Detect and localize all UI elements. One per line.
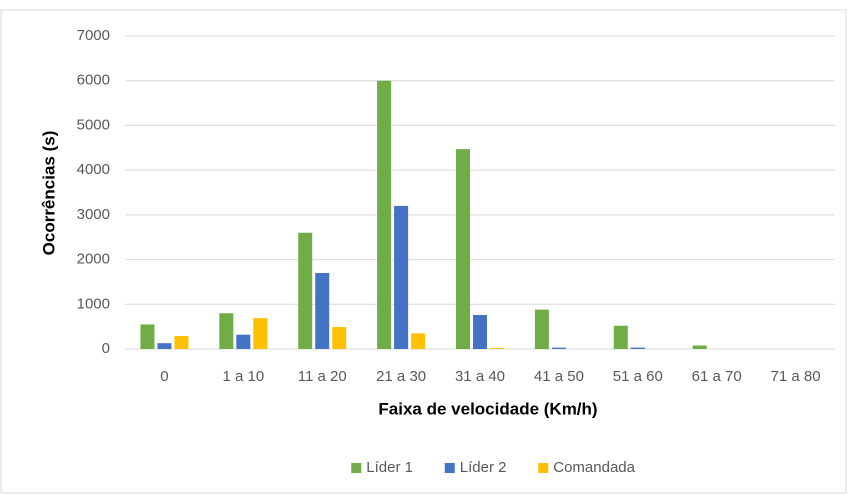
bar [630, 347, 645, 349]
bar [140, 324, 155, 349]
bar [157, 343, 172, 349]
bar [473, 315, 487, 349]
x-tick-label: 41 a 50 [534, 368, 584, 385]
legend-label: Líder 2 [460, 459, 507, 476]
x-tick-label: 71 a 80 [771, 368, 821, 385]
y-tick-label: 5000 [77, 116, 110, 133]
legend-swatch [444, 463, 455, 473]
legend-label: Comandada [553, 459, 635, 476]
y-tick-label: 4000 [77, 161, 110, 178]
x-tick-label: 61 a 70 [692, 368, 742, 385]
bar [236, 334, 251, 349]
bar [332, 327, 347, 349]
y-tick-label: 1000 [77, 295, 110, 312]
bar [298, 232, 313, 349]
bar [411, 333, 426, 349]
bar [219, 313, 234, 349]
y-tick-label: 6000 [77, 72, 110, 89]
x-tick-label: 31 a 40 [455, 368, 505, 385]
bar [692, 345, 707, 349]
y-tick-label: 3000 [77, 206, 110, 223]
y-tick-label: 0 [102, 340, 110, 357]
y-tick-label: 7000 [77, 27, 110, 44]
bar [613, 325, 628, 349]
chart-border [0, 9, 847, 494]
y-tick-label: 2000 [77, 251, 110, 268]
bar [490, 348, 504, 349]
x-tick-label: 1 a 10 [222, 368, 264, 385]
y-axis-title: Ocorrências (s) [39, 131, 58, 256]
bar [456, 149, 470, 349]
legend-swatch [538, 463, 549, 473]
bar [394, 205, 409, 349]
bar [551, 347, 566, 349]
bar [315, 272, 330, 349]
bar [253, 318, 268, 349]
x-tick-label: 11 a 20 [298, 368, 347, 385]
x-tick-label: 51 a 60 [613, 368, 663, 385]
legend-swatch [351, 463, 362, 473]
bar [174, 336, 189, 349]
legend-label: Líder 1 [366, 459, 413, 476]
bar [377, 80, 392, 349]
x-axis-title: Faixa de velocidade (Km/h) [378, 399, 597, 418]
x-tick-label: 21 a 30 [376, 368, 426, 385]
x-tick-label: 0 [160, 368, 168, 385]
bar [534, 309, 549, 349]
